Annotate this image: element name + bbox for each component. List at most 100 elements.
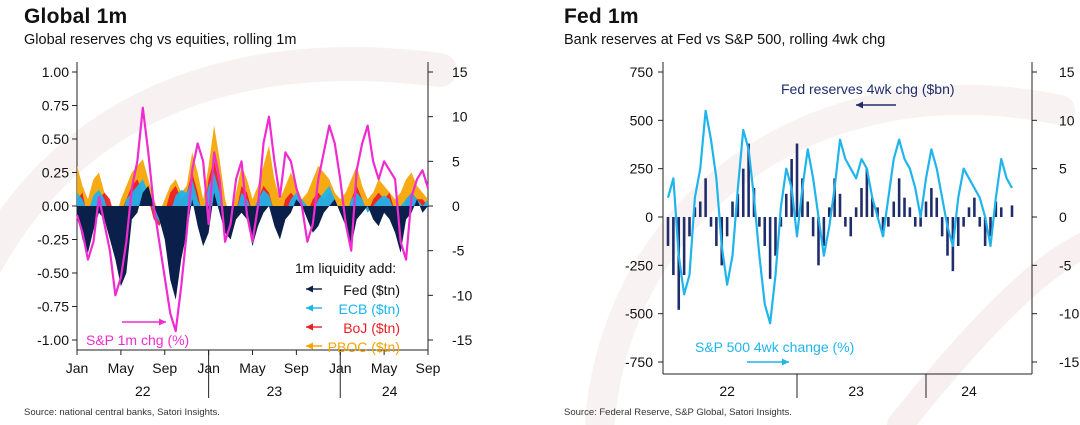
x-tick-label: Jan [66, 360, 89, 376]
left-tick-label: -250 [625, 257, 653, 273]
left-tick-label: -500 [625, 306, 653, 322]
right-tick-label: 0 [1059, 209, 1067, 225]
right-tick-label: 10 [1059, 112, 1075, 128]
right-tick-label: -10 [1059, 306, 1079, 322]
right-tick-label: -15 [1059, 354, 1079, 370]
fed-bar [666, 217, 670, 246]
fed-bar [736, 193, 740, 217]
right-tick-label: -10 [452, 287, 472, 303]
fed-bar [870, 197, 874, 217]
fed-bar [763, 217, 767, 246]
legend-marker-2 [306, 323, 322, 331]
fed-bar [978, 217, 982, 227]
right-chart: 750 500 250 0 -250 -500 -750 15 10 5 0 -5 -10 -15 22 23… [625, 62, 1079, 399]
x-tick-label: May [371, 360, 397, 376]
left-tick-label: 250 [630, 161, 654, 177]
global-1m-panel: Global 1m Global reserves chg vs equitie… [24, 5, 472, 418]
left-source-note: Source: national central banks, Satori I… [24, 407, 220, 418]
left-tick-label: -1.00 [37, 332, 69, 348]
left-tick-label: 500 [630, 112, 654, 128]
x-tick-label: May [239, 360, 265, 376]
fed-bar [758, 217, 761, 227]
fed-bar [1010, 205, 1014, 217]
fed-bar [811, 217, 815, 237]
fed-bar [844, 217, 847, 227]
fed-bar [999, 207, 1003, 217]
x-tick-label: Sep [416, 360, 441, 376]
left-chart-subtitle: Global reserves chg vs equities, rolling… [24, 32, 297, 48]
fed-bar [725, 217, 729, 237]
left-chart-title: Global 1m [24, 5, 128, 28]
fed-bar [709, 217, 713, 227]
left-tick-label: 0.75 [42, 98, 69, 114]
fed-bar [913, 217, 917, 227]
fed-bar [747, 143, 750, 217]
sp-arrow [122, 318, 166, 326]
legend-label: BoJ ($tn) [343, 320, 400, 336]
fed-bar [983, 217, 987, 246]
fed-bar [741, 168, 745, 217]
x-year-label: 22 [719, 383, 735, 399]
left-sp-line: S&P 1m chg (%) [75, 106, 430, 348]
left-tick-label: 0.00 [42, 198, 69, 214]
fed-bar [768, 217, 772, 279]
fed-bar [994, 201, 998, 217]
fed-bar [704, 178, 707, 217]
fed-bar [731, 201, 734, 217]
left-tick-label: -0.75 [37, 299, 69, 315]
fed-bar [672, 217, 675, 275]
fed-bar [779, 217, 783, 227]
left-tick-label: 0.50 [42, 131, 69, 147]
legend-label: ECB ($tn) [339, 301, 400, 317]
fed-bar [682, 217, 686, 275]
left-tick-label: -750 [625, 354, 653, 370]
legend-marker-0 [306, 285, 322, 293]
x-year-label: 23 [848, 383, 864, 399]
right-tick-label: 5 [1059, 161, 1067, 177]
fed-bar [817, 217, 820, 266]
fed-bar [887, 217, 890, 227]
x-tick-label: Sep [152, 360, 177, 376]
right-tick-label: -15 [452, 332, 472, 348]
x-tick-label: May [108, 360, 134, 376]
fed-bar [892, 201, 896, 217]
fed-bar [698, 201, 702, 217]
right-chart-subtitle: Bank reserves at Fed vs S&P 500, rolling… [564, 32, 886, 48]
fed-bar [967, 207, 971, 217]
left-tick-label: 0 [645, 209, 653, 225]
fed-bar [897, 178, 901, 217]
legend-label: PBOC ($tn) [328, 339, 400, 355]
fed-bar [822, 217, 826, 246]
sp-label: S&P 1m chg (%) [86, 332, 189, 348]
fed-bar [956, 217, 960, 246]
fed-bar [854, 207, 858, 217]
fed-bar [919, 217, 922, 227]
fed-bar [795, 143, 799, 217]
fed-arrow [856, 101, 896, 109]
right-tick-label: 15 [1059, 64, 1075, 80]
area-fed [77, 185, 428, 300]
legend-title: 1m liquidity add: [295, 260, 396, 276]
fed-bar [784, 193, 788, 217]
legend-marker-3 [306, 342, 322, 350]
sp-500-arrow [747, 358, 789, 366]
left-tick-label: 750 [630, 64, 654, 80]
fed-bar [908, 207, 912, 217]
fed-bar [924, 201, 928, 217]
left-tick-label: -0.25 [37, 232, 69, 248]
fed-1m-panel: Fed 1m Bank reserves at Fed vs S&P 500, … [540, 0, 1080, 425]
fed-bar [989, 217, 992, 237]
fed-reserves-label: Fed reserves 4wk chg ($bn) [781, 81, 955, 97]
left-tick-label: -0.50 [37, 265, 69, 281]
left-legend: 1m liquidity add: Fed ($tn) ECB ($tn) BoJ (… [295, 260, 400, 355]
fed-bar [876, 207, 879, 217]
fed-bar [930, 188, 933, 217]
right-axes: 750 500 250 0 -250 -500 -750 15 10 5 0 -5 -10 -15 22 23… [625, 62, 1079, 399]
sp-1m-line [75, 106, 430, 333]
fed-bar [688, 217, 691, 237]
right-chart-title: Fed 1m [564, 5, 639, 28]
right-fed-bars [666, 143, 1014, 310]
fed-bar [715, 217, 718, 246]
legend-label: Fed ($tn) [343, 282, 400, 298]
x-tick-label: Sep [284, 360, 309, 376]
